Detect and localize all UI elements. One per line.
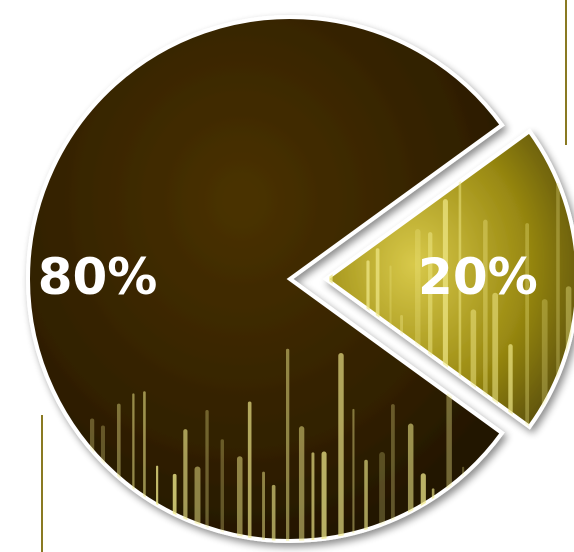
slice-label-20: 20% — [418, 248, 538, 306]
texture-spike — [364, 459, 368, 541]
pie-labels: 80% 20% — [38, 248, 538, 306]
texture-spike — [247, 401, 252, 541]
texture-spike — [132, 393, 135, 541]
texture-spike — [183, 429, 188, 541]
texture-spike — [90, 418, 95, 541]
texture-spike — [311, 452, 315, 541]
texture-spike — [391, 404, 395, 541]
texture-spike — [462, 466, 465, 541]
texture-spike — [271, 484, 276, 541]
texture-spike — [446, 392, 452, 541]
texture-spike — [565, 286, 572, 427]
texture-spike — [352, 408, 355, 541]
texture-spike — [338, 352, 344, 541]
texture-spike — [492, 292, 499, 427]
texture-spike — [483, 219, 488, 427]
texture-spike — [285, 348, 290, 541]
slice-label-80: 80% — [38, 248, 158, 306]
texture-spike — [262, 471, 265, 541]
texture-spike — [172, 473, 177, 541]
texture-spike — [194, 466, 201, 541]
texture-spike — [143, 391, 146, 541]
texture-spike — [525, 223, 530, 427]
texture-spike — [379, 451, 385, 541]
texture-spike — [556, 182, 560, 427]
texture-spike — [220, 439, 224, 541]
texture-spike — [298, 426, 305, 541]
pie-slices — [26, 15, 574, 543]
texture-spike — [541, 299, 548, 427]
texture-spike — [100, 425, 105, 541]
texture-spike — [236, 456, 243, 541]
texture-spike — [205, 409, 209, 541]
texture-spike — [420, 473, 426, 541]
texture-spike — [508, 344, 513, 427]
texture-spike — [156, 465, 159, 541]
pie-slice-80 — [26, 15, 505, 543]
texture-spike — [407, 423, 414, 541]
texture-spike — [321, 451, 327, 541]
texture-spike — [470, 309, 477, 427]
slice-20-group — [322, 128, 574, 430]
